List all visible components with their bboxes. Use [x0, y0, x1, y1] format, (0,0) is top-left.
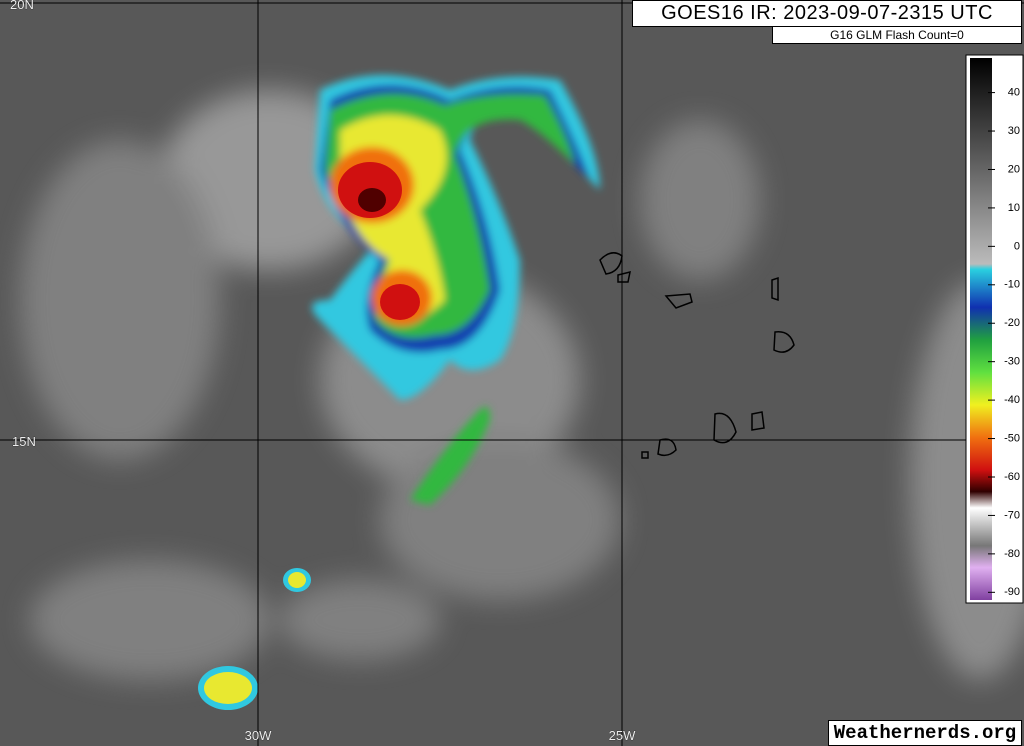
lon-label: 25W [609, 728, 636, 743]
lon-label: 30W [245, 728, 272, 743]
colorbar-tick-label: -20 [1004, 317, 1020, 329]
colorbar-tick-label: -50 [1004, 432, 1020, 444]
colorbar-tick-label: 20 [1008, 163, 1020, 175]
colorbar-tick-label: -70 [1004, 509, 1020, 521]
colorbar-tick-label: -60 [1004, 471, 1020, 483]
colorbar-tick-label: 40 [1008, 87, 1020, 99]
subtitle: G16 GLM Flash Count=0 [772, 26, 1022, 44]
colorbar-tick-label: -90 [1004, 586, 1020, 598]
colorbar-tick-label: 0 [1014, 240, 1020, 252]
colorbar-tick-label: 30 [1008, 125, 1020, 137]
lat-label: 15N [12, 434, 36, 449]
lat-label: 20N [10, 0, 34, 12]
colorbar-tick-label: 10 [1008, 202, 1020, 214]
storm [198, 75, 600, 710]
colorbar-ticks: 40 30 20 10 0 -10 -20 -30 -40 -50 -60 -70 -80 -90 [988, 87, 1020, 598]
colorbar-tick-label: -30 [1004, 356, 1020, 368]
colorbar-tick-label: -10 [1004, 279, 1020, 291]
colorbar-tick-label: -80 [1004, 548, 1020, 560]
colorbar [970, 58, 992, 600]
colorbar-tick-label: -40 [1004, 394, 1020, 406]
credit: Weathernerds.org [828, 720, 1022, 746]
title: GOES16 IR: 2023-09-07-2315 UTC [632, 0, 1022, 27]
